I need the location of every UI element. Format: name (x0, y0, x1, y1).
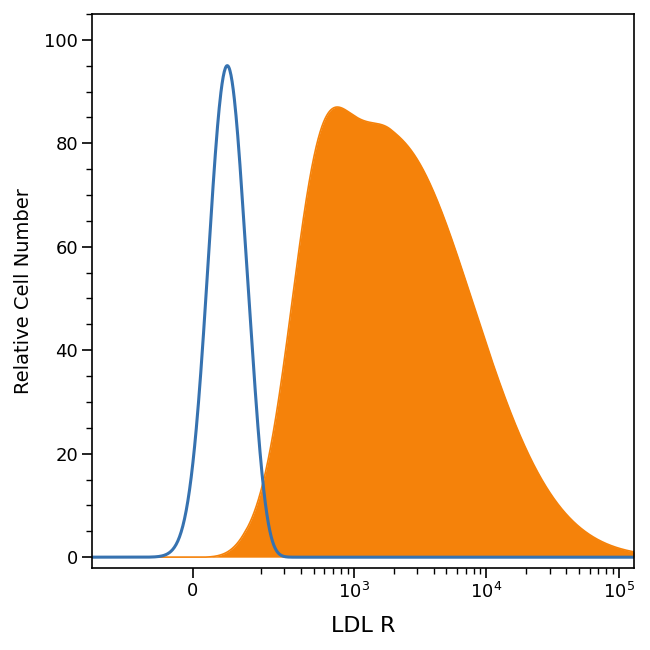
Y-axis label: Relative Cell Number: Relative Cell Number (14, 188, 33, 394)
X-axis label: LDL R: LDL R (331, 616, 395, 636)
